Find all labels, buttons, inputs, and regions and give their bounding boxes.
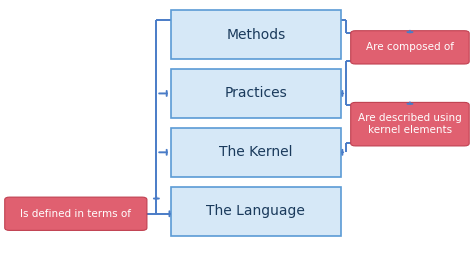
FancyBboxPatch shape: [351, 102, 469, 146]
FancyBboxPatch shape: [351, 31, 469, 64]
Text: Are composed of: Are composed of: [366, 42, 454, 52]
FancyBboxPatch shape: [170, 69, 341, 118]
Text: Are described using
kernel elements: Are described using kernel elements: [358, 113, 462, 135]
Text: Methods: Methods: [226, 28, 286, 41]
FancyBboxPatch shape: [5, 197, 147, 230]
Text: Is defined in terms of: Is defined in terms of: [20, 209, 131, 219]
Text: The Language: The Language: [207, 204, 306, 218]
Text: Practices: Practices: [225, 87, 288, 100]
FancyBboxPatch shape: [170, 10, 341, 59]
FancyBboxPatch shape: [170, 128, 341, 177]
FancyBboxPatch shape: [170, 187, 341, 236]
Text: The Kernel: The Kernel: [219, 145, 293, 159]
